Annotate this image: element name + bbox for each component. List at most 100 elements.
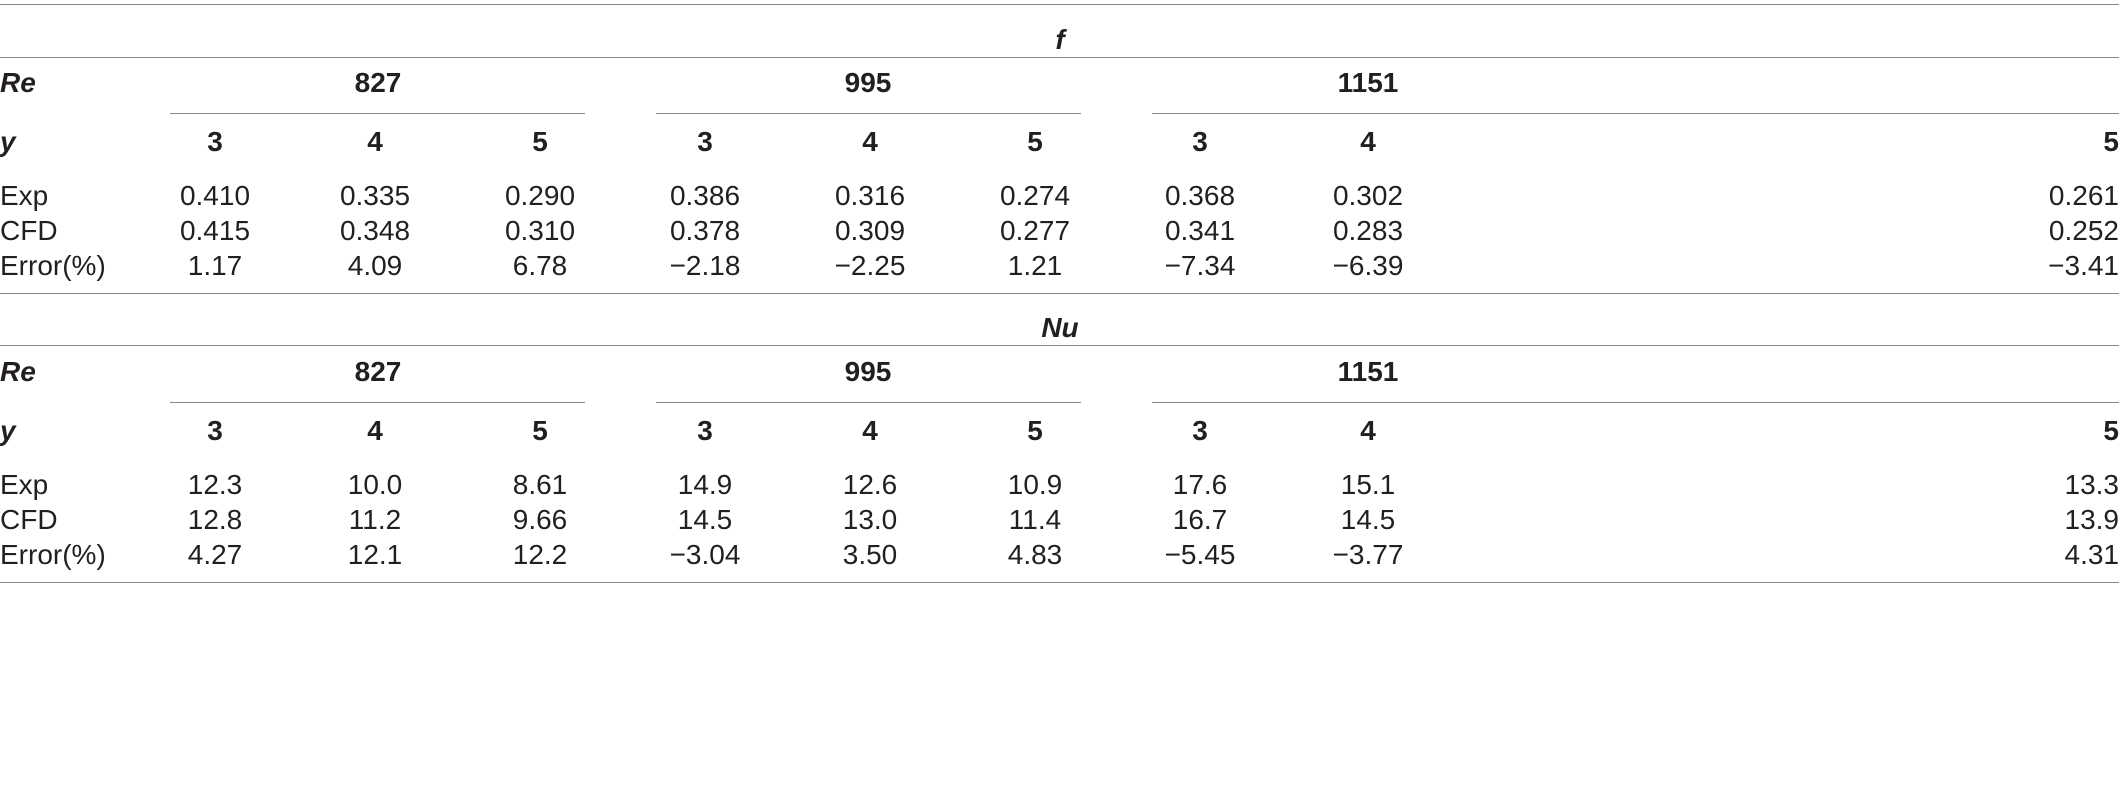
table-cell: 14.9 xyxy=(677,469,733,500)
y-value: 4 xyxy=(862,415,878,446)
table-cell: 0.341 xyxy=(1164,215,1236,246)
y-value: 4 xyxy=(1360,126,1376,157)
re-group-1151: 1151 xyxy=(1337,356,1399,387)
y-label: y xyxy=(0,415,16,446)
group-underline xyxy=(656,402,1081,403)
row-label-cfd: CFD xyxy=(0,504,58,535)
row-label-exp: Exp xyxy=(0,180,49,211)
table-top-rule xyxy=(0,4,2119,5)
table-cell: −6.39 xyxy=(1332,250,1404,281)
y-value: 3 xyxy=(1192,415,1208,446)
table-cell: 0.261 xyxy=(2048,180,2119,211)
y-value: 5 xyxy=(1027,415,1043,446)
table-cell: 16.7 xyxy=(1172,504,1228,535)
row-label-cfd: CFD xyxy=(0,215,58,246)
re-group-827: 827 xyxy=(354,67,402,98)
table-cell: −3.77 xyxy=(1332,539,1404,570)
y-value: 4 xyxy=(862,126,878,157)
table-cell: 12.2 xyxy=(512,539,568,570)
table-cell: 0.415 xyxy=(179,215,251,246)
table-cell: 0.316 xyxy=(834,180,906,211)
table-cell: 17.6 xyxy=(1172,469,1228,500)
table-cell: 0.335 xyxy=(339,180,411,211)
re-group-1151: 1151 xyxy=(1337,67,1399,98)
y-value: 3 xyxy=(697,415,713,446)
table-cell: 10.0 xyxy=(347,469,403,500)
table-cell: −2.25 xyxy=(834,250,906,281)
table-cell: 1.17 xyxy=(187,250,243,281)
table-cell: 11.2 xyxy=(348,504,402,535)
table-cell: 8.61 xyxy=(512,469,568,500)
table-cell: −3.41 xyxy=(2048,250,2119,281)
y-value: 3 xyxy=(697,126,713,157)
y-value: 4 xyxy=(367,415,383,446)
table-cell: 0.368 xyxy=(1164,180,1236,211)
row-label-error: Error(%) xyxy=(0,250,106,281)
y-value: 4 xyxy=(1360,415,1376,446)
y-value: 5 xyxy=(2103,126,2119,157)
section-rule xyxy=(0,293,2119,294)
y-value: 3 xyxy=(207,415,223,446)
table-cell: 3.50 xyxy=(842,539,898,570)
table-cell: 0.283 xyxy=(1332,215,1404,246)
y-label: y xyxy=(0,126,16,157)
table-cell: 14.5 xyxy=(1340,504,1396,535)
table-cell: 0.410 xyxy=(179,180,251,211)
y-value: 4 xyxy=(367,126,383,157)
table-cell: 10.9 xyxy=(1007,469,1063,500)
table-cell: 4.27 xyxy=(187,539,243,570)
table-cell: 0.386 xyxy=(669,180,741,211)
section-title-f: f xyxy=(1055,24,1065,55)
group-underline xyxy=(170,113,585,114)
table-cell: 0.310 xyxy=(504,215,576,246)
table-cell: 4.31 xyxy=(2064,539,2119,570)
table-cell: 12.1 xyxy=(347,539,403,570)
re-label: Re xyxy=(0,356,36,387)
table-cell: 6.78 xyxy=(512,250,568,281)
table-cell: 0.378 xyxy=(669,215,741,246)
table-cell: 0.309 xyxy=(834,215,906,246)
y-value: 5 xyxy=(2103,415,2119,446)
y-value: 3 xyxy=(1192,126,1208,157)
table-cell: 1.21 xyxy=(1007,250,1063,281)
table-cell: 12.6 xyxy=(842,469,898,500)
re-group-827: 827 xyxy=(354,356,402,387)
table-cell: 12.8 xyxy=(187,504,243,535)
y-value: 3 xyxy=(207,126,223,157)
table-cell: 9.66 xyxy=(512,504,568,535)
table-cell: 13.3 xyxy=(2064,469,2119,500)
row-label-error: Error(%) xyxy=(0,539,106,570)
table-cell: −7.34 xyxy=(1164,250,1236,281)
group-underline xyxy=(656,113,1081,114)
table-cell: 14.5 xyxy=(677,504,733,535)
section-title-nu: Nu xyxy=(1041,312,1079,343)
group-underline xyxy=(1152,402,2119,403)
table-cell: 11.4 xyxy=(1008,504,1062,535)
section-rule xyxy=(0,57,2119,58)
row-label-exp: Exp xyxy=(0,469,49,500)
table-cell: −5.45 xyxy=(1164,539,1236,570)
table-cell: 12.3 xyxy=(187,469,243,500)
table-cell: −2.18 xyxy=(669,250,741,281)
table-cell: 4.09 xyxy=(347,250,403,281)
table-cell: 0.274 xyxy=(999,180,1071,211)
table-cell: 0.252 xyxy=(2048,215,2119,246)
table-cell: 0.348 xyxy=(339,215,411,246)
y-value: 5 xyxy=(532,415,548,446)
re-group-995: 995 xyxy=(844,67,892,98)
group-underline xyxy=(170,402,585,403)
table-cell: 0.277 xyxy=(999,215,1071,246)
table-cell: 13.0 xyxy=(842,504,898,535)
y-value: 5 xyxy=(1027,126,1043,157)
group-underline xyxy=(1152,113,2119,114)
table-cell: 0.290 xyxy=(504,180,576,211)
table-cell: 13.9 xyxy=(2064,504,2119,535)
y-value: 5 xyxy=(532,126,548,157)
table-cell: 0.302 xyxy=(1332,180,1404,211)
table-cell: 4.83 xyxy=(1007,539,1063,570)
table-cell: 15.1 xyxy=(1340,469,1396,500)
section-rule xyxy=(0,345,2119,346)
re-label: Re xyxy=(0,67,36,98)
table-cell: −3.04 xyxy=(669,539,741,570)
